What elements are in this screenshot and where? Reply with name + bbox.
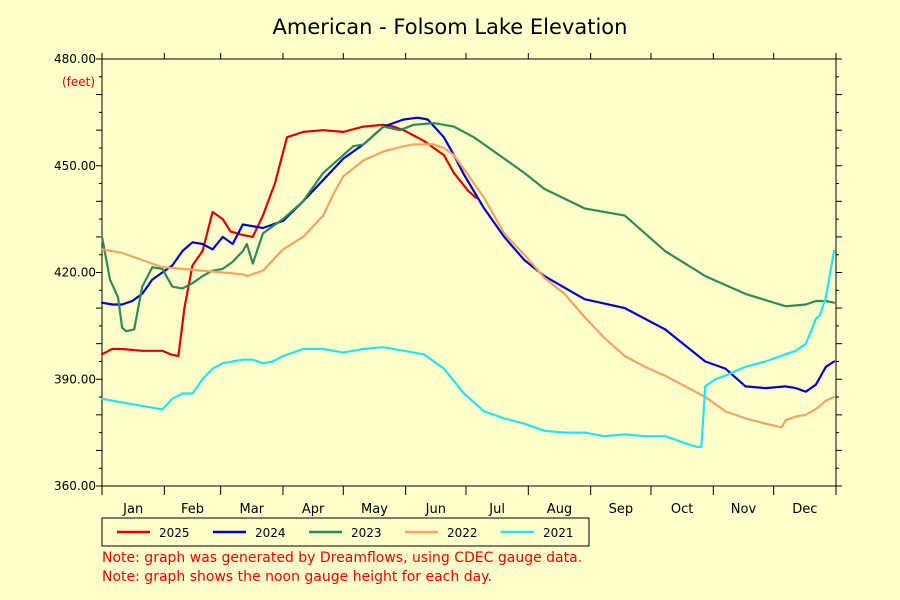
month-label: May: [361, 502, 388, 517]
month-label: Apr: [302, 502, 325, 517]
y-unit-label: (feet): [62, 75, 95, 89]
month-label: Mar: [240, 502, 265, 517]
series-line-2025: [100, 123, 478, 358]
legend-label: 2021: [543, 526, 574, 540]
y-tick-label: 390.00: [54, 372, 96, 386]
month-label: Sep: [609, 502, 634, 517]
legend-label: 2024: [255, 526, 286, 540]
legend: 2025 2024 2023 2022 2021: [101, 517, 590, 547]
y-tick-label: 450.00: [54, 159, 96, 173]
y-tick-label: 360.00: [54, 479, 96, 493]
series-line-2022: [100, 143, 836, 429]
x-axis: Jan Feb Mar Apr May Jun Jul Aug Sep Oct Nov Dec: [101, 53, 837, 517]
month-label: Jul: [488, 502, 505, 517]
series-line-2021: [100, 250, 836, 448]
series-line-2023: [100, 122, 836, 333]
month-label: Dec: [792, 502, 817, 517]
legend-label: 2023: [351, 526, 382, 540]
legend-label: 2022: [447, 526, 478, 540]
month-label: Nov: [731, 502, 757, 517]
month-label: Oct: [671, 502, 693, 517]
note-noon-height: Note: graph shows the noon gauge height …: [102, 569, 492, 585]
month-label: Aug: [547, 502, 572, 517]
y-tick-label: 480.00: [54, 52, 96, 66]
month-label: Feb: [181, 502, 204, 517]
series-lines: [100, 116, 836, 448]
chart-title: American - Folsom Lake Elevation: [273, 15, 628, 39]
y-tick-label: 420.00: [54, 266, 96, 280]
note-gauge-source: Note: graph was generated by Dreamflows,…: [102, 550, 583, 566]
legend-label: 2025: [159, 526, 190, 540]
month-label: Jan: [122, 502, 143, 517]
month-label: Jun: [425, 502, 446, 517]
y-axis: 480.00 450.00 420.00 390.00 360.00: [54, 52, 842, 493]
series-line-2024: [100, 116, 836, 393]
